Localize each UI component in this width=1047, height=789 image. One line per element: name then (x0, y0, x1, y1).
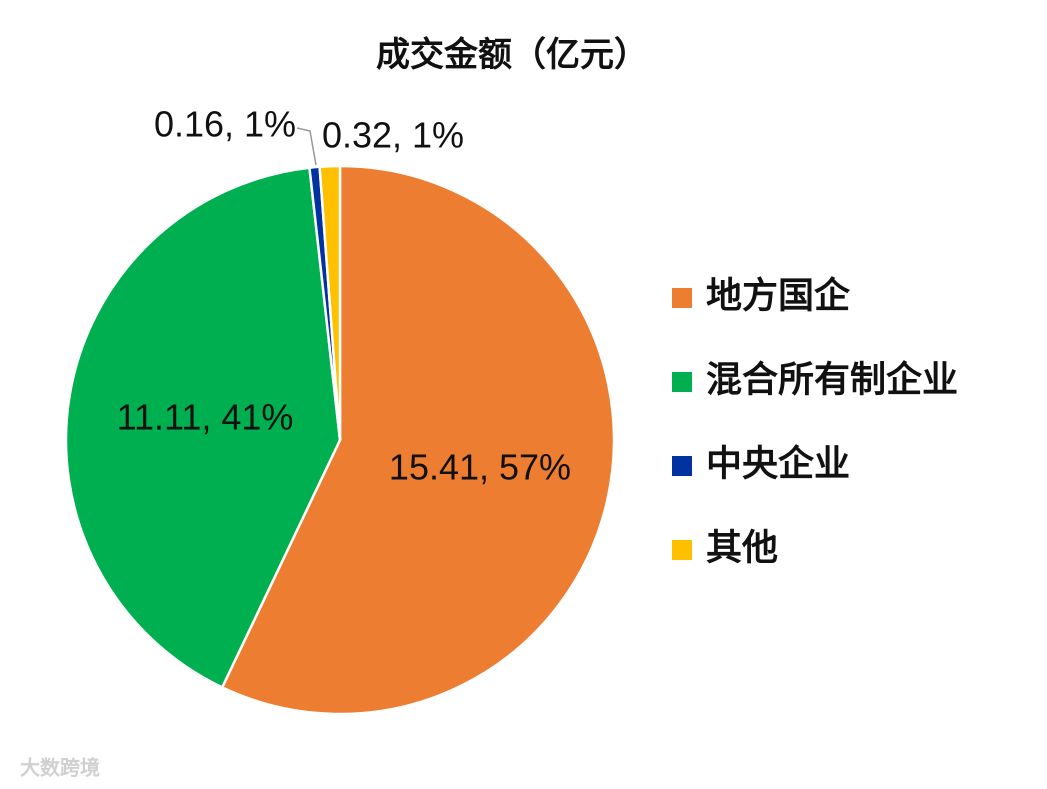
legend-label: 中央企业 (706, 443, 850, 484)
legend-swatch (672, 288, 692, 308)
pie-slice (220, 164, 616, 716)
pie-slice (64, 166, 342, 690)
watermark: 大数跨境 (20, 755, 100, 779)
legend-swatch (672, 540, 692, 560)
legend-swatch (672, 456, 692, 476)
legend-swatch (672, 372, 692, 392)
chart-title: 成交金额（亿元） (376, 35, 648, 74)
data-label: 15.41, 57% (389, 447, 571, 488)
pie-slice (318, 164, 342, 441)
leader-line (296, 127, 317, 166)
legend-label: 混合所有制企业 (706, 359, 958, 400)
legend-label: 其他 (706, 527, 778, 568)
data-label: 11.11, 41% (117, 397, 294, 438)
legend-label: 地方国企 (706, 275, 851, 316)
data-label: 0.32, 1% (322, 115, 464, 156)
data-label: 0.16, 1% (154, 104, 296, 145)
